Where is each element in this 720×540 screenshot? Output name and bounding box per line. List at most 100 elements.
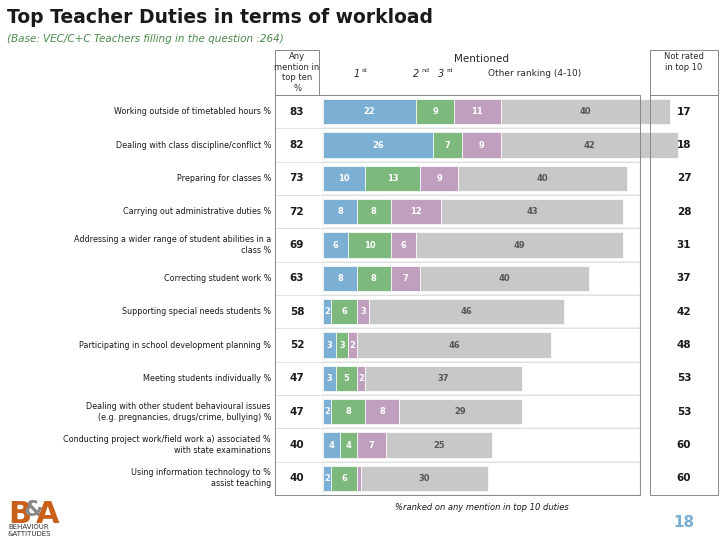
Text: 37: 37 xyxy=(677,273,691,284)
Text: 12: 12 xyxy=(410,207,422,216)
Text: 2: 2 xyxy=(358,374,364,383)
Text: Meeting students individually %: Meeting students individually % xyxy=(143,374,271,383)
Bar xyxy=(323,232,348,258)
Text: 22: 22 xyxy=(364,107,375,116)
Text: Preparing for classes %: Preparing for classes % xyxy=(176,174,271,183)
Bar xyxy=(357,199,391,224)
Bar xyxy=(454,99,500,124)
Bar xyxy=(387,433,492,458)
Text: Conducting project work/field work a) associated %
with state examinations: Conducting project work/field work a) as… xyxy=(63,435,271,455)
Text: 7: 7 xyxy=(369,441,374,449)
Bar xyxy=(331,299,357,325)
Bar xyxy=(331,399,365,424)
Text: 6: 6 xyxy=(400,240,406,249)
Bar xyxy=(323,362,640,395)
Bar xyxy=(361,465,488,491)
Text: 10: 10 xyxy=(364,240,375,249)
Text: 9: 9 xyxy=(479,140,485,150)
Bar xyxy=(323,166,365,191)
Text: 40: 40 xyxy=(499,274,510,283)
Bar xyxy=(357,465,361,491)
Bar xyxy=(323,262,640,295)
Bar xyxy=(416,99,454,124)
Text: Participating in school development planning %: Participating in school development plan… xyxy=(79,341,271,349)
Text: 49: 49 xyxy=(514,240,526,249)
Bar xyxy=(420,266,589,291)
Text: 18: 18 xyxy=(677,140,691,150)
Text: A: A xyxy=(36,500,60,529)
Text: BEHAVIOUR
&ATTITUDES: BEHAVIOUR &ATTITUDES xyxy=(8,524,52,537)
Text: 83: 83 xyxy=(289,107,305,117)
Text: 3: 3 xyxy=(326,374,332,383)
Text: 31: 31 xyxy=(677,240,691,250)
Text: 9: 9 xyxy=(432,107,438,116)
Text: 2: 2 xyxy=(324,474,330,483)
Bar xyxy=(331,465,357,491)
Text: 29: 29 xyxy=(454,407,466,416)
Text: 26: 26 xyxy=(372,140,384,150)
Bar xyxy=(391,266,420,291)
Bar xyxy=(323,228,640,262)
Bar xyxy=(323,161,640,195)
Text: 3: 3 xyxy=(326,341,332,349)
Text: Dealing with other student behavioural issues
(e.g. pregnancies, drugs/crime, bu: Dealing with other student behavioural i… xyxy=(86,402,271,422)
Bar xyxy=(323,132,433,158)
Bar xyxy=(323,199,357,224)
Bar xyxy=(323,332,336,357)
Bar xyxy=(399,399,522,424)
Text: 9: 9 xyxy=(436,174,442,183)
Text: 46: 46 xyxy=(448,341,460,349)
Bar xyxy=(391,199,441,224)
Text: 47: 47 xyxy=(289,373,305,383)
Text: B: B xyxy=(8,500,31,529)
Bar xyxy=(391,232,416,258)
Text: Addressing a wider range of student abilities in a
class %: Addressing a wider range of student abil… xyxy=(73,235,271,255)
Text: 82: 82 xyxy=(289,140,305,150)
Text: 13: 13 xyxy=(387,174,399,183)
Text: %ranked on any mention in top 10 duties: %ranked on any mention in top 10 duties xyxy=(395,503,568,512)
Text: 7: 7 xyxy=(402,274,408,283)
Bar xyxy=(441,199,623,224)
Bar xyxy=(357,299,369,325)
Bar xyxy=(416,232,623,258)
Text: Using information technology to %
assist teaching: Using information technology to % assist… xyxy=(131,469,271,488)
Bar xyxy=(458,166,627,191)
Bar xyxy=(323,462,640,495)
Bar xyxy=(357,266,391,291)
Bar xyxy=(340,433,357,458)
Bar xyxy=(323,195,640,228)
Text: 3: 3 xyxy=(339,341,345,349)
Text: 17: 17 xyxy=(677,107,691,117)
Text: 48: 48 xyxy=(677,340,691,350)
Bar xyxy=(323,95,640,129)
Bar xyxy=(275,50,319,95)
Text: 6: 6 xyxy=(341,307,347,316)
Text: Not rated
in top 10: Not rated in top 10 xyxy=(664,52,704,72)
Bar xyxy=(365,166,420,191)
Text: 8: 8 xyxy=(371,207,377,216)
Text: (Base: VEC/C+C Teachers filling in the question :264): (Base: VEC/C+C Teachers filling in the q… xyxy=(7,34,284,44)
Bar xyxy=(365,366,522,391)
Bar xyxy=(365,399,399,424)
Text: 72: 72 xyxy=(289,207,305,217)
Text: 25: 25 xyxy=(433,441,445,449)
Text: 6: 6 xyxy=(341,474,347,483)
Text: 60: 60 xyxy=(677,474,691,483)
Text: 8: 8 xyxy=(379,407,385,416)
Bar xyxy=(323,428,640,462)
Bar xyxy=(323,266,357,291)
Bar xyxy=(650,95,718,495)
Text: 40: 40 xyxy=(289,440,305,450)
Text: 3: 3 xyxy=(438,69,444,79)
Text: 37: 37 xyxy=(438,374,449,383)
Text: 40: 40 xyxy=(289,474,305,483)
Text: 47: 47 xyxy=(289,407,305,417)
Text: 7: 7 xyxy=(445,140,451,150)
Text: 53: 53 xyxy=(677,373,691,383)
Text: 2: 2 xyxy=(324,407,330,416)
Text: 53: 53 xyxy=(677,407,691,417)
Text: Any
mention in
top ten
%: Any mention in top ten % xyxy=(274,52,320,93)
Text: Working outside of timetabled hours %: Working outside of timetabled hours % xyxy=(114,107,271,116)
Text: Correcting student work %: Correcting student work % xyxy=(163,274,271,283)
Bar xyxy=(348,232,391,258)
